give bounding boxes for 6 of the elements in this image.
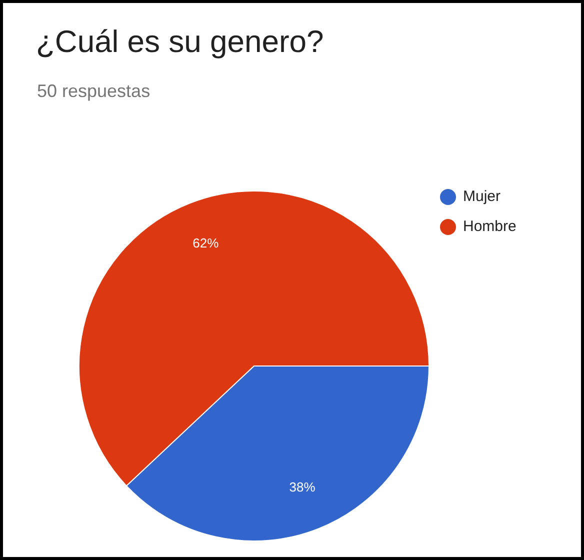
chart-title: ¿Cuál es su genero? xyxy=(36,24,324,59)
legend-label: Hombre xyxy=(463,218,516,235)
chart-subtitle: 50 respuestas xyxy=(37,81,150,101)
legend-label: Mujer xyxy=(463,188,501,205)
data-label: 38% xyxy=(289,479,316,494)
data-label: 62% xyxy=(192,235,220,250)
